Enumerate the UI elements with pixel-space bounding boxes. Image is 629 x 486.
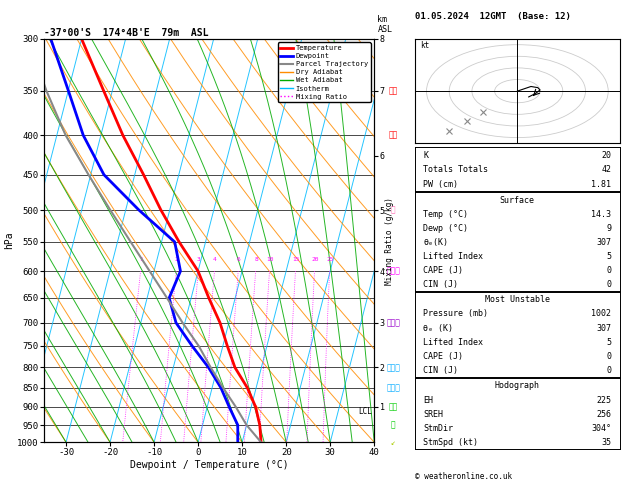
- Text: 307: 307: [596, 324, 611, 332]
- Text: CAPE (J): CAPE (J): [423, 266, 464, 275]
- Text: θₑ(K): θₑ(K): [423, 238, 448, 247]
- Text: 42: 42: [601, 165, 611, 174]
- Text: ≪≪: ≪≪: [389, 131, 398, 140]
- Text: 1002: 1002: [591, 310, 611, 318]
- Text: StmDir: StmDir: [423, 424, 454, 433]
- Y-axis label: hPa: hPa: [4, 232, 14, 249]
- Text: 1.81: 1.81: [591, 180, 611, 189]
- Text: Hodograph: Hodograph: [495, 382, 540, 390]
- Text: Pressure (mb): Pressure (mb): [423, 310, 488, 318]
- Text: 35: 35: [601, 438, 611, 447]
- Text: 8: 8: [254, 257, 258, 262]
- Text: 256: 256: [596, 410, 611, 419]
- Text: ≪≪≪: ≪≪≪: [386, 318, 400, 327]
- Text: CIN (J): CIN (J): [423, 366, 459, 375]
- Text: ≪: ≪: [391, 206, 396, 214]
- Text: 20: 20: [601, 151, 611, 160]
- Text: © weatheronline.co.uk: © weatheronline.co.uk: [415, 472, 512, 481]
- Text: 0: 0: [606, 352, 611, 361]
- Text: K: K: [423, 151, 428, 160]
- Text: -37°00'S  174°4B'E  79m  ASL: -37°00'S 174°4B'E 79m ASL: [44, 28, 209, 38]
- Legend: Temperature, Dewpoint, Parcel Trajectory, Dry Adiabat, Wet Adiabat, Isotherm, Mi: Temperature, Dewpoint, Parcel Trajectory…: [277, 42, 370, 103]
- Text: ≪≪≪: ≪≪≪: [386, 363, 400, 372]
- Text: 9: 9: [606, 224, 611, 233]
- Text: 0: 0: [606, 366, 611, 375]
- Text: Most Unstable: Most Unstable: [485, 295, 550, 304]
- Text: 3: 3: [197, 257, 201, 262]
- Text: 0: 0: [606, 280, 611, 289]
- Text: ≪≪: ≪≪: [389, 402, 398, 412]
- Text: Lifted Index: Lifted Index: [423, 338, 483, 347]
- Text: StmSpd (kt): StmSpd (kt): [423, 438, 478, 447]
- Text: LCL: LCL: [358, 407, 372, 416]
- Text: ≪≪: ≪≪: [389, 86, 398, 95]
- Text: SREH: SREH: [423, 410, 443, 419]
- Text: Dewp (°C): Dewp (°C): [423, 224, 469, 233]
- Text: ≪≪≪: ≪≪≪: [386, 267, 400, 276]
- Text: 225: 225: [596, 396, 611, 405]
- Text: ≪≪≪: ≪≪≪: [386, 383, 400, 392]
- Text: 0: 0: [606, 266, 611, 275]
- Text: CIN (J): CIN (J): [423, 280, 459, 289]
- Text: 5: 5: [606, 252, 611, 261]
- Text: Temp (°C): Temp (°C): [423, 209, 469, 219]
- Text: 25: 25: [326, 257, 333, 262]
- Text: 6: 6: [237, 257, 240, 262]
- Text: 14.3: 14.3: [591, 209, 611, 219]
- Text: 01.05.2024  12GMT  (Base: 12): 01.05.2024 12GMT (Base: 12): [415, 12, 571, 21]
- Text: EH: EH: [423, 396, 433, 405]
- Text: ≪: ≪: [391, 420, 396, 430]
- Text: km
ASL: km ASL: [377, 15, 392, 34]
- Text: 5: 5: [606, 338, 611, 347]
- Text: Lifted Index: Lifted Index: [423, 252, 483, 261]
- Text: 2: 2: [175, 257, 179, 262]
- Text: 10: 10: [266, 257, 274, 262]
- Text: Totals Totals: Totals Totals: [423, 165, 488, 174]
- Text: 15: 15: [292, 257, 299, 262]
- Text: 1: 1: [139, 257, 143, 262]
- Text: PW (cm): PW (cm): [423, 180, 459, 189]
- Text: 307: 307: [596, 238, 611, 247]
- Text: Surface: Surface: [500, 196, 535, 205]
- Text: kt: kt: [420, 41, 429, 50]
- Text: 304°: 304°: [591, 424, 611, 433]
- X-axis label: Dewpoint / Temperature (°C): Dewpoint / Temperature (°C): [130, 460, 289, 469]
- Text: CAPE (J): CAPE (J): [423, 352, 464, 361]
- Text: Mixing Ratio (g/kg): Mixing Ratio (g/kg): [386, 197, 394, 284]
- Text: ↙: ↙: [391, 438, 396, 447]
- Text: 4: 4: [213, 257, 217, 262]
- Text: θₑ (K): θₑ (K): [423, 324, 454, 332]
- Text: 20: 20: [311, 257, 318, 262]
